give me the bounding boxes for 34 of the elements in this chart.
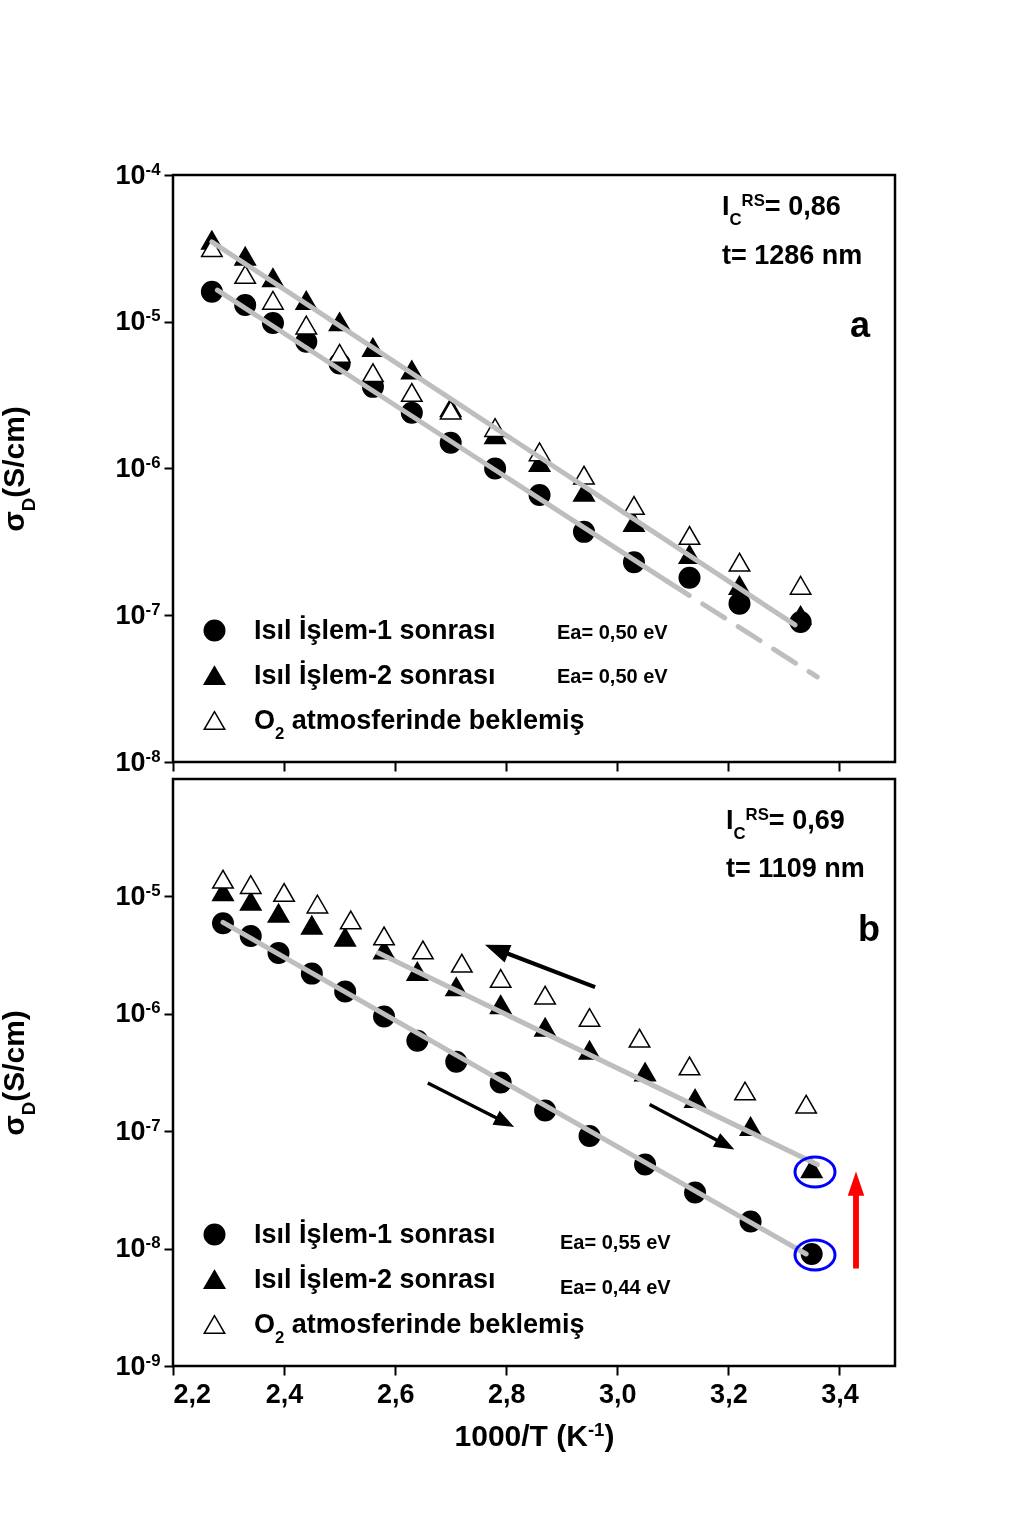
legend-label: O$_{2}$ atmosferinde beklemiş [254, 704, 585, 742]
y-tick-label: 10$^{-9}$ [115, 1350, 161, 1381]
x-tick-label: 3,0 [599, 1378, 637, 1409]
x-axis-title: 1000/T (K$^{-1}$) [454, 1418, 615, 1452]
x-tick-label: 3,2 [710, 1378, 748, 1409]
annotation: Ea= 0,44 eV [560, 1276, 672, 1298]
x-tick-label: 3,4 [821, 1378, 859, 1409]
x-tick-label: 2,8 [487, 1378, 526, 1409]
legend-label: O$_{2}$ atmosferinde beklemiş [254, 1308, 585, 1346]
y-tick-label: 10$^{-8}$ [115, 746, 161, 777]
legend-label: Isıl İşlem-2 sonrası [254, 1263, 496, 1294]
y-tick-label: 10$^{-6}$ [115, 452, 161, 483]
annotation: Ea= 0,50 eV [557, 665, 669, 687]
legend-label: Isıl İşlem-1 sonrası [254, 1218, 496, 1249]
y-tick-label: 10$^{-7}$ [115, 599, 161, 630]
y-tick-label: 10$^{-7}$ [115, 1115, 161, 1146]
annotation: t= 1286 nm [722, 240, 863, 270]
annotation: t= 1109 nm [726, 853, 865, 883]
x-tick-label: 2,6 [376, 1378, 415, 1409]
y-tick-label: 10$^{-8}$ [115, 1232, 161, 1264]
annotation: Ea= 0,55 eV [560, 1231, 672, 1253]
annotation: I$_{C}$$^{RS}$= 0,69 [726, 804, 845, 843]
y-tick-label: 10$^{-6}$ [115, 997, 161, 1029]
legend-label: Isıl İşlem-2 sonrası [254, 659, 496, 690]
legend-label: Isıl İşlem-1 sonrası [254, 614, 496, 645]
annotation: b [858, 908, 880, 949]
annotation: I$_{C}$$^{RS}$= 0,86 [722, 190, 841, 229]
x-tick-label: 2,4 [265, 1378, 304, 1409]
y-tick-label: 10$^{-5}$ [115, 305, 161, 337]
x-tick-label: 2,2 [173, 1378, 212, 1409]
y-tick-label: 10$^{-5}$ [115, 880, 161, 911]
annotation: Ea= 0,50 eV [557, 621, 669, 643]
y-tick-label: 10$^{-4}$ [115, 159, 162, 190]
annotation: a [849, 304, 871, 345]
